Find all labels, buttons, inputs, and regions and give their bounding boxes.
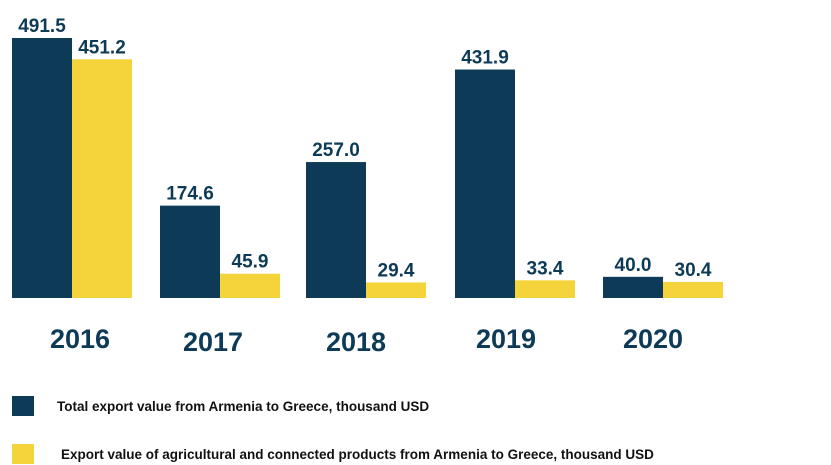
legend-swatch-agricultural-export	[12, 444, 34, 464]
legend-label-agricultural-export: Export value of agricultural and connect…	[61, 446, 654, 462]
data-label-agri-2019: 33.4	[527, 258, 564, 279]
data-label-agri-2017: 45.9	[232, 252, 269, 273]
legend-item-agricultural-export: Export value of agricultural and connect…	[12, 444, 654, 464]
bar-chart: 491.5 451.2 2016 174.6 45.9 2017 257.0 29.4 2018…	[12, 16, 723, 357]
category-label-2020: 2020	[623, 324, 683, 354]
bar-agri-2017	[220, 273, 280, 298]
data-label-total-2019: 431.9	[461, 48, 509, 69]
data-label-total-2017: 174.6	[166, 184, 214, 205]
legend-label-total-export: Total export value from Armenia to Greec…	[57, 398, 430, 414]
bar-agri-2018	[366, 282, 426, 298]
category-label-2018: 2018	[326, 327, 386, 357]
legend-item-total-export: Total export value from Armenia to Greec…	[12, 396, 429, 416]
legend-swatch-total-export	[12, 396, 34, 416]
bar-total-2018	[306, 162, 366, 298]
bar-total-2016	[12, 38, 72, 298]
bar-agri-2020	[663, 281, 723, 298]
data-label-total-2016: 491.5	[18, 16, 66, 37]
bar-agri-2019	[515, 280, 575, 298]
data-label-agri-2016: 451.2	[78, 37, 126, 58]
category-label-2017: 2017	[183, 327, 243, 357]
bar-agri-2016	[72, 59, 132, 298]
bar-total-2020	[603, 276, 663, 298]
category-label-2016: 2016	[50, 324, 110, 354]
bar-total-2019	[455, 69, 515, 298]
data-label-total-2018: 257.0	[312, 140, 360, 161]
data-label-total-2020: 40.0	[615, 255, 652, 276]
data-label-agri-2020: 30.4	[675, 260, 712, 281]
category-label-2019: 2019	[476, 324, 536, 354]
data-label-agri-2018: 29.4	[378, 260, 415, 281]
bar-total-2017	[160, 205, 220, 298]
